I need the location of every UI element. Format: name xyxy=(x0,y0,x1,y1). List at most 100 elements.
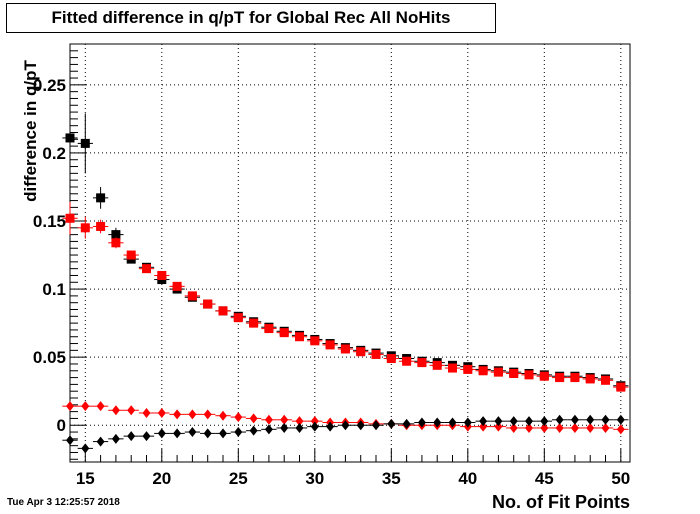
data-point-diamond xyxy=(310,416,319,427)
series-1 xyxy=(62,201,629,392)
data-point-square xyxy=(111,230,121,240)
data-point-square xyxy=(371,349,381,359)
x-tick-label: 35 xyxy=(382,469,401,488)
data-point-diamond xyxy=(525,422,534,433)
data-point-square xyxy=(524,370,534,380)
data-point-diamond xyxy=(555,414,564,425)
axis-ticks: 15 20 25 30 35 40 45 50 0 0.05 0.1 0.15 0.2 0.25 xyxy=(33,50,630,488)
y-tick-label: 0.05 xyxy=(33,348,66,367)
data-point-square xyxy=(157,270,167,280)
data-point-square xyxy=(249,318,259,328)
data-point-square xyxy=(509,368,519,378)
data-point-diamond xyxy=(540,416,549,427)
data-point-square xyxy=(96,221,106,231)
data-point-diamond xyxy=(111,433,120,444)
data-point-diamond xyxy=(127,405,136,416)
data-point-diamond xyxy=(616,424,625,435)
x-tick-label: 30 xyxy=(305,469,324,488)
data-point-square xyxy=(203,299,213,309)
chart-title: Fitted difference in q/pT for Global Rec… xyxy=(6,3,496,33)
data-point-diamond xyxy=(479,421,488,432)
y-tick-label: 0.1 xyxy=(42,280,66,299)
data-point-diamond xyxy=(509,416,518,427)
data-point-square xyxy=(96,193,106,203)
data-point-diamond xyxy=(494,416,503,427)
data-point-diamond xyxy=(372,420,381,431)
data-point-diamond xyxy=(173,409,182,420)
data-point-diamond xyxy=(203,409,212,420)
data-point-square xyxy=(187,291,197,301)
data-point-square xyxy=(126,250,136,260)
data-point-square xyxy=(80,138,90,148)
data-point-square xyxy=(448,363,458,373)
data-point-square xyxy=(402,356,412,366)
data-point-diamond xyxy=(509,422,518,433)
data-point-diamond xyxy=(96,401,105,412)
data-point-diamond xyxy=(111,405,120,416)
data-point-diamond xyxy=(157,407,166,418)
data-point-diamond xyxy=(280,422,289,433)
data-point-diamond xyxy=(570,422,579,433)
data-point-square xyxy=(478,366,488,376)
data-point-square xyxy=(325,340,335,350)
data-point-square xyxy=(585,374,595,384)
x-tick-label: 25 xyxy=(229,469,248,488)
y-tick-label: 0 xyxy=(57,416,66,435)
data-point-square xyxy=(432,360,442,370)
data-point-diamond xyxy=(616,414,625,425)
data-point-diamond xyxy=(188,427,197,438)
data-point-diamond xyxy=(417,417,426,428)
y-tick-label: 0.2 xyxy=(42,144,66,163)
data-point-diamond xyxy=(157,428,166,439)
data-point-diamond xyxy=(295,416,304,427)
data-point-diamond xyxy=(66,401,74,412)
data-point-diamond xyxy=(601,422,610,433)
data-point-diamond xyxy=(586,414,595,425)
data-point-diamond xyxy=(142,431,151,442)
data-point-square xyxy=(172,281,182,291)
data-point-diamond xyxy=(525,416,534,427)
x-tick-label: 45 xyxy=(535,469,554,488)
data-point-square xyxy=(463,364,473,374)
data-point-diamond xyxy=(402,418,411,429)
y-tick-label: 0.15 xyxy=(33,212,66,231)
data-point-diamond xyxy=(203,428,212,439)
data-point-diamond xyxy=(448,417,457,428)
data-point-square xyxy=(601,375,611,385)
data-point-diamond xyxy=(479,416,488,427)
data-point-diamond xyxy=(66,435,74,446)
x-tick-label: 15 xyxy=(76,469,95,488)
data-point-square xyxy=(233,313,243,323)
data-point-diamond xyxy=(81,401,90,412)
data-point-square xyxy=(539,371,549,381)
data-point-diamond xyxy=(433,417,442,428)
data-point-diamond xyxy=(494,421,503,432)
data-point-diamond xyxy=(264,414,273,425)
data-point-square xyxy=(295,332,305,342)
data-point-square xyxy=(218,306,228,316)
data-point-diamond xyxy=(586,422,595,433)
data-point-diamond xyxy=(341,420,350,431)
data-point-diamond xyxy=(234,427,243,438)
x-tick-label: 20 xyxy=(152,469,171,488)
data-point-square xyxy=(493,367,503,377)
data-point-diamond xyxy=(173,428,182,439)
data-point-square xyxy=(616,382,626,392)
data-point-diamond xyxy=(463,417,472,428)
data-point-square xyxy=(386,354,396,364)
data-point-square xyxy=(279,328,289,338)
data-point-diamond xyxy=(188,409,197,420)
data-point-square xyxy=(340,344,350,354)
series-3 xyxy=(62,414,629,454)
timestamp: Tue Apr 3 12:25:57 2018 xyxy=(7,497,120,508)
x-axis-label: No. of Fit Points xyxy=(492,492,630,512)
data-points xyxy=(62,97,629,454)
data-point-square xyxy=(555,373,565,383)
data-point-square xyxy=(80,223,90,233)
data-point-diamond xyxy=(96,436,105,447)
data-point-diamond xyxy=(234,412,243,423)
data-point-diamond xyxy=(326,421,335,432)
data-point-square xyxy=(142,264,152,274)
data-point-diamond xyxy=(264,424,273,435)
